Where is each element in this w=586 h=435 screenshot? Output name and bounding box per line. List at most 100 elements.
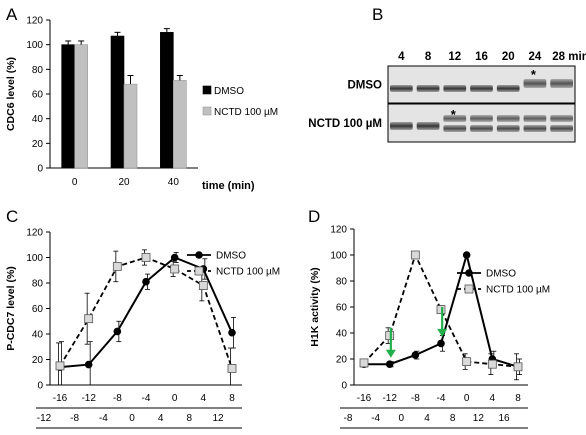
blot-band [390,122,413,130]
y-tick-label: 20 [32,355,44,366]
x-tick-label-row2: 0 [399,413,405,424]
blot-band [443,115,467,122]
y-tick-label: 20 [32,139,44,150]
data-point [113,327,122,336]
data-point [487,359,497,369]
x-tick-label-row2: 8 [187,413,193,424]
x-tick-label-row2: 4 [158,413,164,424]
legend-swatch [202,85,212,95]
x-tick-label-row1: -8 [113,393,122,404]
legend-label: NCTD 100 µM [214,107,278,118]
data-point [228,328,236,337]
blot-band [496,115,520,122]
y-tick-label: 0 [37,164,43,175]
y-tick-label: 60 [32,304,44,315]
legend-label: NCTD 100 µM [216,267,280,278]
legend-label: DMSO [486,269,516,280]
y-tick-label: 60 [336,303,348,314]
time-label: 8 [425,51,432,63]
bar [110,35,125,169]
y-tick-label: 80 [32,279,44,290]
blot-band [443,85,467,92]
x-tick-label-row2: -4 [371,413,380,424]
bar [61,44,75,169]
time-label: 20 [502,51,515,63]
data-point [385,331,395,341]
blot-star: * [451,107,457,122]
blot-band [416,122,440,130]
data-point [462,251,471,259]
y-tick-label: 120 [26,16,43,27]
x-tick-label-row1: 0 [172,393,178,404]
x-tick-label-row1: -12 [81,393,96,404]
data-point [385,360,394,369]
x-tick-label-row2: -8 [344,413,353,424]
x-tick-label-row1: 8 [515,393,521,404]
data-point [227,364,237,373]
blot-band [550,115,573,122]
y-tick-label: 80 [336,277,348,288]
legend-label: NCTD 100 µM [486,285,550,296]
x-tick-label-row1: -4 [437,393,446,404]
x-tick-label-row2: 12 [473,413,485,424]
x-axis-title: time (min) [202,180,255,192]
data-point [359,358,369,368]
x-tick-label-row2: 16 [498,413,510,424]
time-label: 24 [529,51,542,63]
x-tick-label-row1: 4 [201,393,207,404]
blot-strip [387,103,576,143]
x-tick-label-row1: 8 [229,393,235,404]
data-point [141,253,151,262]
blot-strip [387,65,576,104]
panel-label-a: A [6,5,18,24]
x-tick-label-row2: -8 [70,413,79,424]
time-label: 4 [398,51,405,63]
blot-band [470,125,493,132]
data-point [411,351,420,359]
blot-band [470,85,493,92]
x-tick-label-row2: 4 [424,413,430,424]
legend-marker [465,269,473,277]
data-point [462,357,472,367]
x-tick-label-row2: -12 [37,413,52,424]
legend-marker [194,266,204,276]
data-point [437,339,445,348]
time-label: 28 min [552,51,586,63]
blot-star: * [531,67,537,82]
x-tick-label-row1: 4 [490,393,496,404]
blot-band [470,115,493,122]
blot-band [523,125,547,132]
data-point [170,264,180,274]
x-tick-label-row2: -4 [99,413,108,424]
bar [173,80,187,169]
data-point [513,362,523,372]
y-axis-title: P-CDC7 level (%) [5,266,17,351]
bar [160,32,174,169]
blot-band [550,79,573,88]
blot-band [523,115,547,122]
legend-swatch [202,106,212,116]
green-arrow-head [385,349,396,358]
blot-band [496,125,520,132]
y-tick-label: 120 [26,228,43,239]
bar [74,44,88,169]
panel-b-western-blot: 4 8 12 16 20 24 28 min * DMSO * NCTD 100 µM [308,51,586,143]
x-tick-label-row2: 8 [450,413,456,424]
data-point [55,361,65,371]
y-tick-label: 40 [32,330,44,341]
x-tick-label: 20 [118,177,130,188]
blot-band [416,85,440,92]
y-axis-title: H1K activity (%) [309,267,321,346]
legend-label: DMSO [214,86,244,97]
y-tick-label: 100 [26,40,43,51]
x-tick-label-row1: -8 [411,393,420,404]
x-tick-label-row1: -12 [382,393,397,404]
y-tick-label: 80 [32,65,44,76]
panel-label-b: B [372,5,383,24]
blot-row-label: DMSO [348,80,383,92]
y-axis-title: CDC6 level (%) [5,57,17,131]
x-tick-label: 40 [168,177,180,188]
data-point [142,277,150,286]
